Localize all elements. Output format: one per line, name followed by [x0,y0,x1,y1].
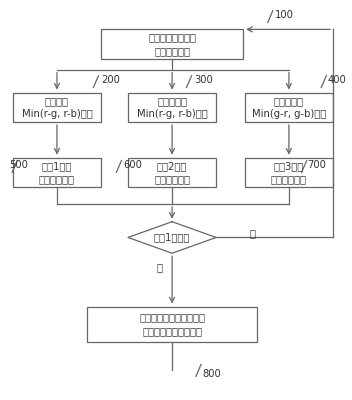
Bar [245,158,333,187]
Text: 比较累计信号灯前景像素
个数，判断信号灯状态: 比较累计信号灯前景像素 个数，判断信号灯状态 [139,313,205,336]
Bar [128,158,216,187]
Text: 300: 300 [194,75,213,85]
Bar [13,158,101,187]
Text: 500: 500 [10,160,29,170]
Text: 是: 是 [156,262,162,272]
Bar [87,306,257,342]
Text: 红色区域
Min(r-g, r-b)操作: 红色区域 Min(r-g, r-b)操作 [21,96,92,119]
Bar [128,92,216,122]
Text: 100: 100 [275,10,294,20]
Text: 400: 400 [328,75,347,85]
Text: 阈值2分割
统计前景像素: 阈值2分割 统计前景像素 [154,161,190,184]
Text: 黄色区域做
Min(r-g, r-b)操作: 黄色区域做 Min(r-g, r-b)操作 [137,96,207,119]
Bar [13,92,101,122]
Text: 绿色区域做
Min(g-r, g-b)操作: 绿色区域做 Min(g-r, g-b)操作 [252,96,326,119]
Text: 读取掩模区域图像
高斯平滑去噪: 读取掩模区域图像 高斯平滑去噪 [148,32,196,56]
Text: 600: 600 [123,160,142,170]
Text: 否: 否 [250,228,256,238]
Bar [101,30,243,59]
Text: 累计1秒周期: 累计1秒周期 [154,232,190,242]
Bar [245,92,333,122]
Text: 阈值1分割
统计前景像素: 阈值1分割 统计前景像素 [39,161,75,184]
Text: 800: 800 [202,368,221,378]
Text: 阈值3分割
统计前景像素: 阈值3分割 统计前景像素 [271,161,307,184]
Text: 700: 700 [308,160,326,170]
Text: 200: 200 [101,75,120,85]
